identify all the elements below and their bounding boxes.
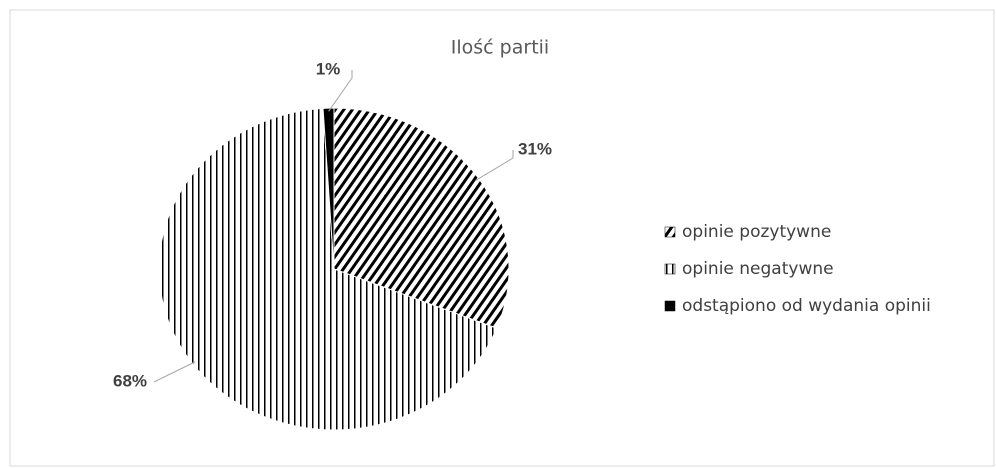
legend-marker bbox=[664, 300, 676, 312]
legend-marker bbox=[664, 263, 676, 275]
chart-title: Ilość partii bbox=[451, 37, 549, 59]
pie-slice bbox=[322, 107, 335, 270]
legend-label: opinie negatywne bbox=[682, 259, 834, 279]
leader-line bbox=[475, 150, 514, 181]
legend-label: opinie pozytywne bbox=[682, 222, 831, 242]
data-label: 1% bbox=[316, 59, 341, 78]
leader-line bbox=[328, 70, 353, 112]
data-label: 68% bbox=[113, 371, 147, 390]
legend-label: odstąpiono od wydania opinii bbox=[682, 296, 931, 316]
data-label: 31% bbox=[518, 139, 552, 158]
leader-line bbox=[153, 361, 196, 383]
legend-marker bbox=[664, 226, 676, 238]
